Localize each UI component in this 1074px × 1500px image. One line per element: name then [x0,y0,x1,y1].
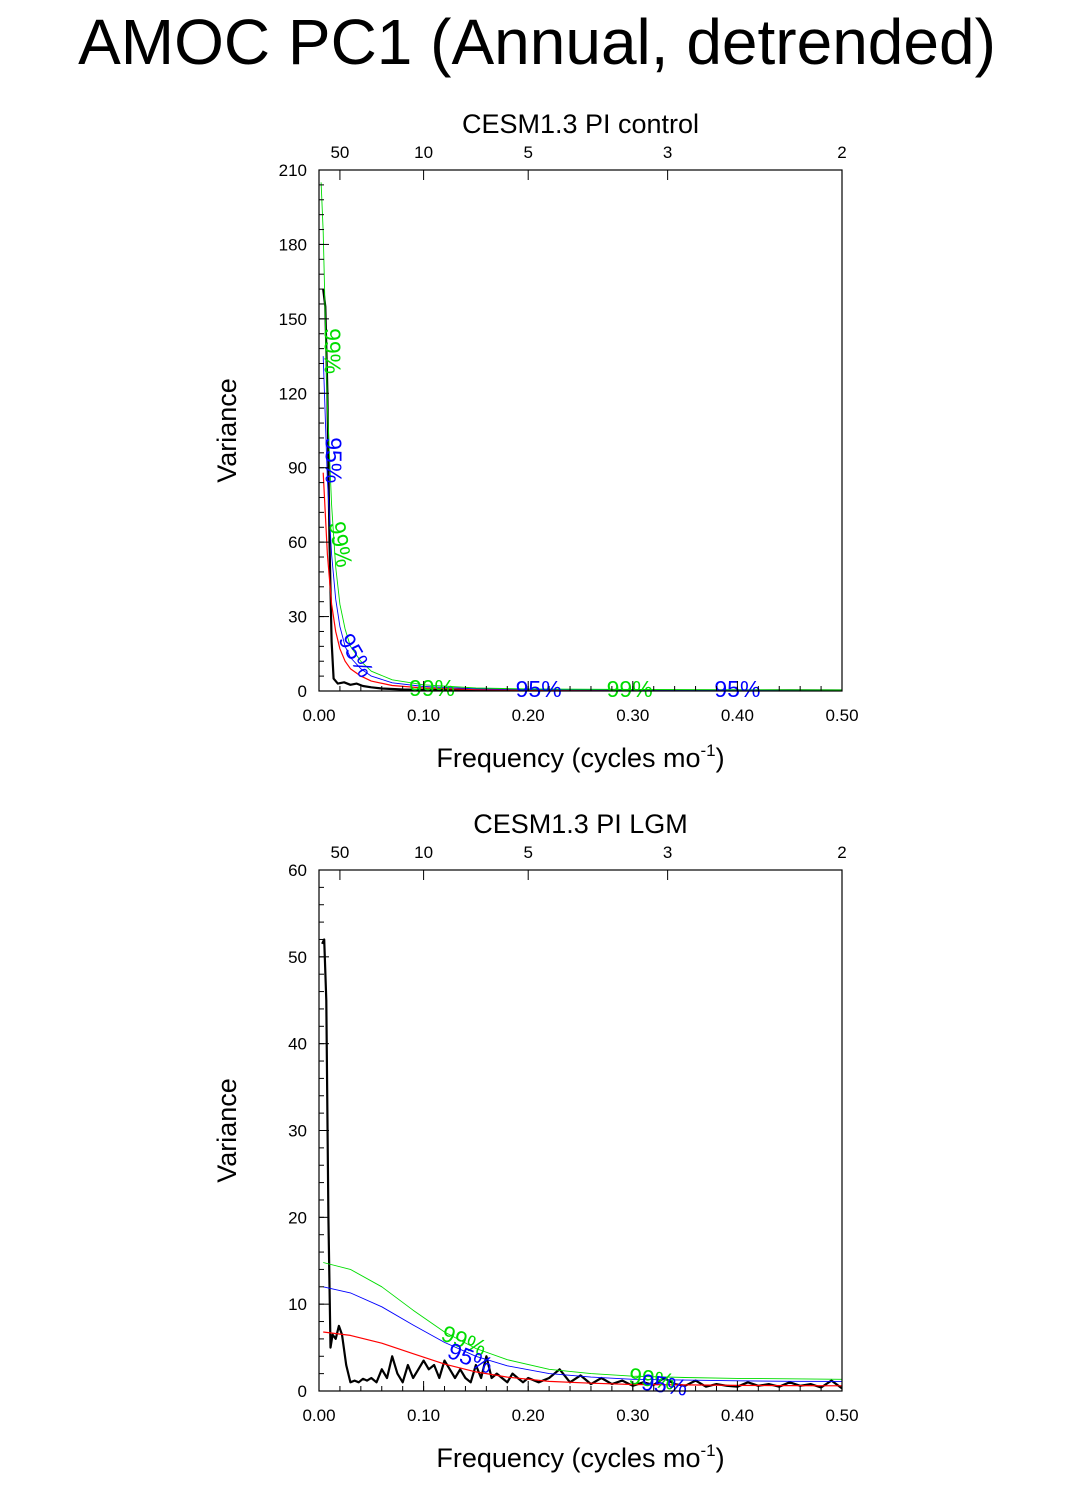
top-axis-label: 50 [330,143,349,162]
y-tick-label: 30 [288,1122,307,1141]
x-tick-label: 0.30 [616,706,649,725]
significance-label: 99% [607,676,653,702]
y-tick-label: 210 [279,161,307,180]
y-tick-label: 90 [288,459,307,478]
spectrum-line [321,938,842,1390]
x-tick-label: 0.20 [512,1406,545,1425]
x-axis-title-end: ) [716,743,725,773]
top-axis-label: 5 [523,843,532,862]
y-tick-label: 60 [288,861,307,880]
x-axis-title-main: Frequency (cycles mo [436,743,700,773]
x-axis-title-sup: -1 [700,741,715,760]
top-axis-label: 10 [414,843,433,862]
y-tick-label: 50 [288,948,307,967]
y-tick-label: 60 [288,533,307,552]
top-axis-label: 2 [837,843,846,862]
significance-label: 95% [640,1369,689,1401]
confidence-95-line [323,1286,842,1382]
x-tick-label: 0.30 [616,1406,649,1425]
red-noise-line [322,472,842,691]
y-tick-label: 0 [298,1382,307,1401]
panel-title: CESM1.3 PI control [462,109,699,139]
y-tick-label: 40 [288,1035,307,1054]
x-tick-label: 0.50 [825,1406,858,1425]
x-tick-label: 0.10 [407,1406,440,1425]
top-axis-label: 3 [663,143,672,162]
confidence-99-line [323,1262,842,1380]
x-tick-label: 0.20 [512,706,545,725]
y-tick-label: 20 [288,1208,307,1227]
x-tick-label: 0.00 [302,706,335,725]
top-axis-label: 5 [523,143,532,162]
significance-label: 95% [320,437,346,483]
y-axis-title: Variance [212,1078,242,1183]
significance-label: 99% [409,675,455,701]
x-tick-label: 0.40 [721,706,754,725]
plot-frame [318,169,843,692]
top-axis-label: 3 [663,843,672,862]
plot-frame [318,869,843,1392]
figure-title: AMOC PC1 (Annual, detrended) [78,6,996,78]
panel-title: CESM1.3 PI LGM [473,809,688,839]
x-tick-label: 0.40 [721,1406,754,1425]
y-tick-label: 10 [288,1295,307,1314]
significance-label: 99% [627,1363,676,1395]
confidence-99-line [320,182,842,691]
y-axis-title: Variance [212,378,242,483]
x-tick-label: 0.50 [825,706,858,725]
y-tick-label: 0 [298,682,307,701]
y-tick-label: 120 [279,384,307,403]
x-axis-title-main: Frequency (cycles mo [436,1443,700,1473]
top-axis-label: 10 [414,143,433,162]
x-tick-label: 0.10 [407,706,440,725]
x-axis-title: Frequency (cycles mo-1) [436,1441,724,1473]
significance-label: 95% [516,676,562,702]
significance-label: 95% [333,629,379,682]
significance-label: 99% [319,328,345,374]
y-tick-label: 150 [279,310,307,329]
y-tick-label: 180 [279,235,307,254]
x-axis-title-sup: -1 [700,1441,715,1460]
spectrum-line [322,288,842,691]
x-axis-title-end: ) [716,1443,725,1473]
x-axis-title: Frequency (cycles mo-1) [436,741,724,773]
top-axis-label: 50 [330,843,349,862]
red-noise-line [323,1331,842,1387]
x-tick-label: 0.00 [302,1406,335,1425]
confidence-95-line [322,356,842,691]
y-tick-label: 30 [288,608,307,627]
top-axis-label: 2 [837,143,846,162]
